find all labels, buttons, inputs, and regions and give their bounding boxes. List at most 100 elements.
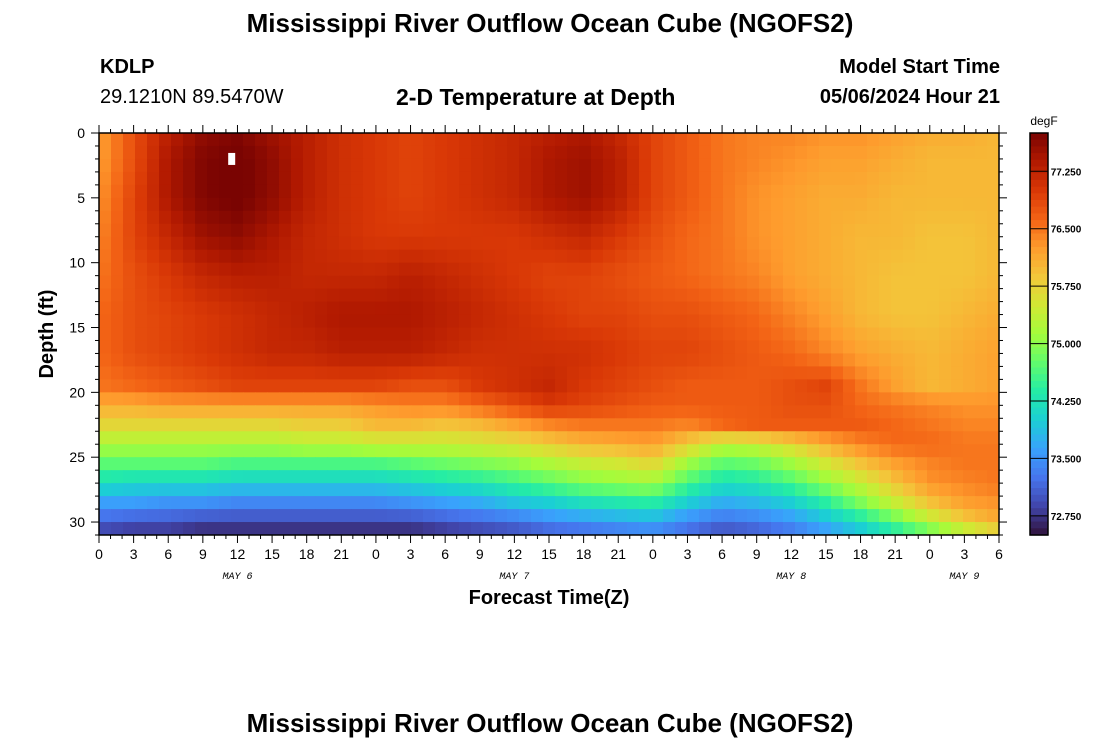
heatmap-cell xyxy=(759,405,772,419)
heatmap-cell xyxy=(507,223,520,238)
heatmap-cell xyxy=(783,288,796,303)
heatmap-cell xyxy=(843,392,856,406)
heatmap-cell xyxy=(987,379,999,393)
heatmap-cell xyxy=(939,301,952,316)
heatmap-cell xyxy=(387,275,400,290)
heatmap-cell xyxy=(363,249,376,264)
heatmap-cell xyxy=(783,275,796,290)
heatmap-cell xyxy=(183,327,196,342)
heatmap-cell xyxy=(219,133,232,147)
heatmap-cell xyxy=(975,522,988,535)
heatmap-cell xyxy=(603,431,616,445)
heatmap-cell xyxy=(435,483,448,497)
heatmap-cell xyxy=(435,262,448,277)
heatmap-cell xyxy=(903,145,916,160)
heatmap-cell xyxy=(555,145,568,160)
heatmap-cell xyxy=(363,353,376,368)
heatmap-cell xyxy=(471,470,484,484)
heatmap-cell xyxy=(195,457,208,471)
colorbar-swatch xyxy=(1030,447,1048,456)
heatmap-cell xyxy=(339,171,352,186)
heatmap-cell xyxy=(831,236,844,251)
heatmap-cell xyxy=(735,444,748,458)
heatmap-cell xyxy=(663,379,676,393)
heatmap-cell xyxy=(591,158,604,173)
heatmap-cell xyxy=(447,249,460,264)
heatmap-cell xyxy=(579,249,592,264)
heatmap-cell xyxy=(303,340,316,355)
heatmap-cell xyxy=(195,197,208,212)
heatmap-cell xyxy=(435,522,448,535)
heatmap-cell xyxy=(807,171,820,186)
heatmap-cell xyxy=(819,158,832,173)
heatmap-cell xyxy=(843,405,856,419)
heatmap-cell xyxy=(231,340,244,355)
heatmap-cell xyxy=(147,236,160,251)
heatmap-cell xyxy=(471,340,484,355)
heatmap-cell xyxy=(675,340,688,355)
heatmap-cell xyxy=(951,197,964,212)
heatmap-cell xyxy=(903,522,916,535)
heatmap-cell xyxy=(915,171,928,186)
heatmap-cell xyxy=(363,223,376,238)
heatmap-cell xyxy=(939,509,952,523)
heatmap-cell xyxy=(975,145,988,160)
heatmap-cell xyxy=(687,444,700,458)
heatmap-cell xyxy=(675,184,688,199)
heatmap-cell xyxy=(339,262,352,277)
heatmap-cell xyxy=(207,210,220,225)
heatmap-cell xyxy=(363,418,376,432)
heatmap-cell xyxy=(747,236,760,251)
heatmap-cell xyxy=(351,496,364,510)
heatmap-cell xyxy=(867,470,880,484)
heatmap-cell xyxy=(387,366,400,380)
heatmap-cell xyxy=(627,379,640,393)
heatmap-cell xyxy=(495,509,508,523)
heatmap-cell xyxy=(123,133,136,147)
heatmap-cell xyxy=(351,470,364,484)
heatmap-cell xyxy=(267,158,280,173)
heatmap-cell xyxy=(303,522,316,535)
heatmap-cell xyxy=(675,210,688,225)
heatmap-cell xyxy=(939,158,952,173)
heatmap-cell xyxy=(651,133,664,147)
heatmap-cell xyxy=(171,133,184,147)
heatmap-cell xyxy=(327,470,340,484)
heatmap-cell xyxy=(135,133,148,147)
heatmap-cell xyxy=(135,405,148,419)
heatmap-cell xyxy=(795,288,808,303)
heatmap-cell xyxy=(531,236,544,251)
heatmap-cell xyxy=(591,133,604,147)
heatmap-cell xyxy=(135,483,148,497)
heatmap-cell xyxy=(279,275,292,290)
heatmap-cell xyxy=(411,496,424,510)
heatmap-cell xyxy=(387,145,400,160)
heatmap-cell xyxy=(351,327,364,342)
heatmap-cell xyxy=(615,275,628,290)
heatmap-cell xyxy=(723,327,736,342)
heatmap-cell xyxy=(651,457,664,471)
heatmap-cell xyxy=(711,133,724,147)
heatmap-cell xyxy=(555,236,568,251)
heatmap-cell xyxy=(843,223,856,238)
heatmap-cell xyxy=(639,236,652,251)
heatmap-cell xyxy=(135,457,148,471)
heatmap-cell xyxy=(675,418,688,432)
heatmap-cell xyxy=(159,496,172,510)
heatmap-cell xyxy=(495,327,508,342)
heatmap-cell xyxy=(375,275,388,290)
heatmap-cell xyxy=(255,483,268,497)
heatmap-cell xyxy=(891,418,904,432)
colorbar-swatch xyxy=(1030,273,1048,281)
heatmap-cell xyxy=(363,275,376,290)
heatmap-cell xyxy=(903,133,916,147)
heatmap-cell xyxy=(339,392,352,406)
heatmap-cell xyxy=(303,327,316,342)
heatmap-cell xyxy=(903,509,916,523)
heatmap-cell xyxy=(615,353,628,368)
heatmap-cell xyxy=(591,418,604,432)
heatmap-cell xyxy=(651,197,664,212)
heatmap-cell xyxy=(207,158,220,173)
heatmap-cell xyxy=(747,353,760,368)
heatmap-cell xyxy=(759,509,772,523)
